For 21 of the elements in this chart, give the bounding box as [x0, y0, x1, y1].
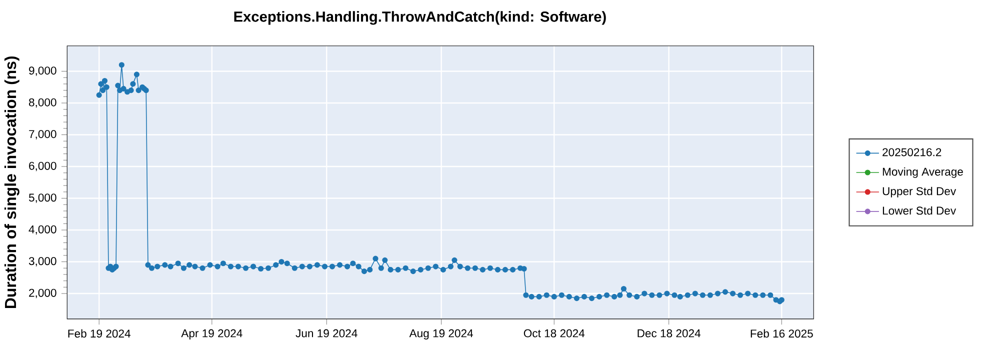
legend-label: Moving Average — [882, 167, 963, 178]
legend-label: Upper Std Dev — [882, 186, 956, 198]
y-tick-label: 5,000 — [28, 194, 56, 203]
x-tick-label: Feb 16 2025 — [750, 329, 813, 338]
x-tick-label: Dec 18 2024 — [638, 329, 701, 338]
y-tick-label: 2,000 — [29, 288, 56, 298]
x-tick-label: Aug 19 2024 — [409, 329, 474, 340]
x-tick-label: Jun 19 2024 — [296, 329, 358, 338]
chart-title: Exceptions.Handling.ThrowAndCatch(kind: Software) — [234, 11, 606, 25]
y-tick-label: 8,000 — [28, 98, 56, 108]
x-tick-label: Feb 19 2024 — [68, 329, 130, 338]
legend-label: Lower Std Dev — [882, 206, 956, 215]
y-tick-label: 7,000 — [29, 130, 56, 140]
y-tick-label: 6,000 — [29, 162, 56, 172]
y-axis-title: Duration of single invocation (ns) — [4, 56, 20, 308]
legend-label: 20250216.2 — [882, 148, 942, 156]
x-tick-label: Apr 19 2024 — [181, 329, 242, 340]
x-tick-label: Oct 18 2024 — [524, 329, 585, 338]
y-tick-label: 3,000 — [28, 257, 56, 267]
y-tick-label: 9,000 — [29, 66, 56, 76]
y-tick-label: 4,000 — [28, 225, 56, 235]
